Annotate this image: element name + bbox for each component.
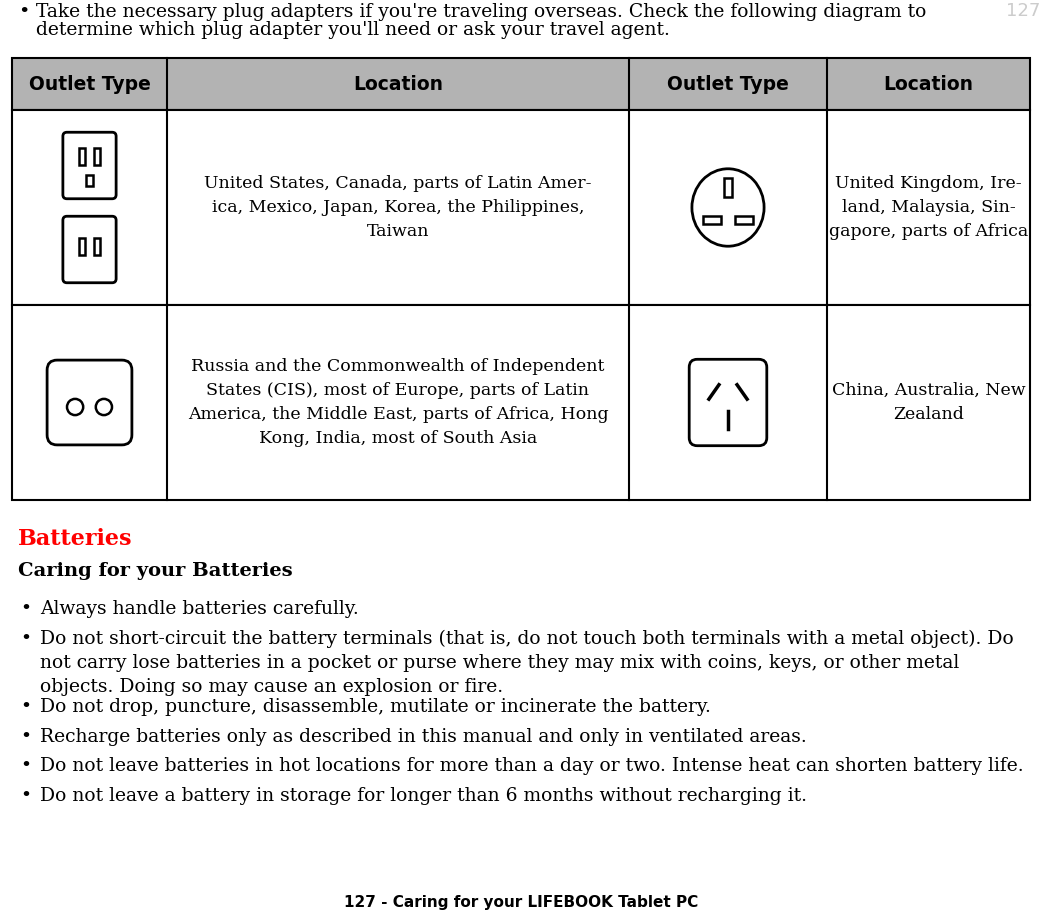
Text: Take the necessary plug adapters if you're traveling overseas. Check the followi: Take the necessary plug adapters if you'… xyxy=(37,3,926,21)
Bar xyxy=(703,216,721,224)
Text: Do not short-circuit the battery terminals (that is, do not touch both terminals: Do not short-circuit the battery termina… xyxy=(40,629,1014,696)
Text: United States, Canada, parts of Latin Amer-
ica, Mexico, Japan, Korea, the Phili: United States, Canada, parts of Latin Am… xyxy=(204,175,591,240)
FancyBboxPatch shape xyxy=(63,133,116,199)
Bar xyxy=(94,238,100,255)
Bar xyxy=(78,148,84,166)
Circle shape xyxy=(96,399,112,415)
Circle shape xyxy=(67,399,83,415)
Text: •: • xyxy=(20,600,31,618)
Text: 127: 127 xyxy=(1005,2,1040,20)
Text: Recharge batteries only as described in this manual and only in ventilated areas: Recharge batteries only as described in … xyxy=(40,728,806,745)
Text: Do not leave a battery in storage for longer than 6 months without recharging it: Do not leave a battery in storage for lo… xyxy=(40,787,807,805)
FancyBboxPatch shape xyxy=(689,359,767,446)
Text: 127 - Caring for your LIFEBOOK Tablet PC: 127 - Caring for your LIFEBOOK Tablet PC xyxy=(344,895,698,910)
Text: Do not drop, puncture, disassemble, mutilate or incinerate the battery.: Do not drop, puncture, disassemble, muti… xyxy=(40,698,711,716)
Text: Always handle batteries carefully.: Always handle batteries carefully. xyxy=(40,600,359,618)
Text: Do not leave batteries in hot locations for more than a day or two. Intense heat: Do not leave batteries in hot locations … xyxy=(40,757,1023,775)
Text: •: • xyxy=(20,757,31,775)
Text: Outlet Type: Outlet Type xyxy=(28,75,150,94)
Text: Russia and the Commonwealth of Independent
States (CIS), most of Europe, parts o: Russia and the Commonwealth of Independe… xyxy=(188,357,608,448)
Bar xyxy=(94,148,100,166)
Text: •: • xyxy=(20,698,31,716)
Text: Caring for your Batteries: Caring for your Batteries xyxy=(18,562,293,580)
Text: •: • xyxy=(20,787,31,805)
Bar xyxy=(13,58,1030,110)
Bar xyxy=(735,216,753,224)
Text: determine which plug adapter you'll need or ask your travel agent.: determine which plug adapter you'll need… xyxy=(37,21,670,39)
Bar xyxy=(724,178,732,197)
FancyBboxPatch shape xyxy=(47,360,131,445)
Text: •: • xyxy=(20,629,31,647)
FancyBboxPatch shape xyxy=(63,216,116,283)
Text: Location: Location xyxy=(883,75,973,94)
Text: United Kingdom, Ire-
land, Malaysia, Sin-
gapore, parts of Africa: United Kingdom, Ire- land, Malaysia, Sin… xyxy=(829,175,1028,240)
Text: Outlet Type: Outlet Type xyxy=(668,75,789,94)
Bar xyxy=(13,305,1030,500)
Text: China, Australia, New
Zealand: China, Australia, New Zealand xyxy=(831,382,1025,423)
Bar xyxy=(86,175,94,186)
Bar xyxy=(78,238,84,255)
Bar xyxy=(13,110,1030,305)
Text: Location: Location xyxy=(353,75,443,94)
Text: Batteries: Batteries xyxy=(18,528,132,550)
Text: •: • xyxy=(18,3,29,21)
Ellipse shape xyxy=(692,169,765,246)
Text: •: • xyxy=(20,728,31,745)
